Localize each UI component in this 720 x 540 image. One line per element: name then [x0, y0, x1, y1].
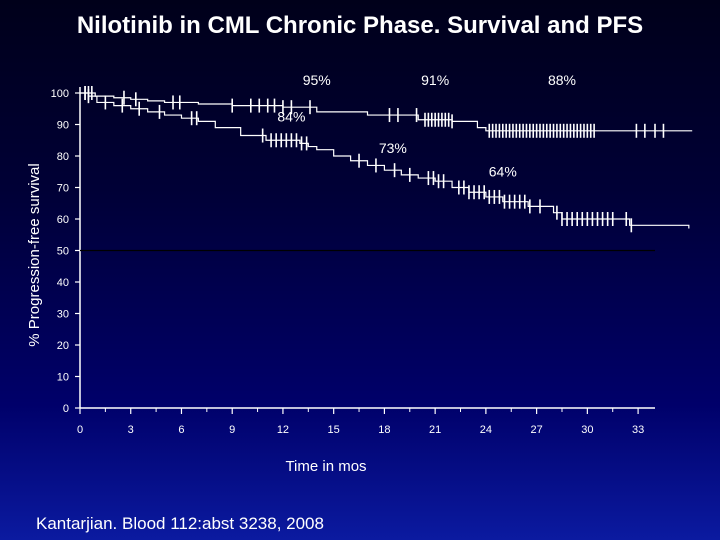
annotation-label: 84% — [277, 108, 305, 124]
x-tick-label: 24 — [480, 424, 492, 436]
progression-free-survival-line — [80, 92, 690, 229]
annotation-label: 91% — [421, 72, 449, 88]
annotation-labels: 95% 91% 88% 84% 73% 64% — [277, 72, 576, 179]
y-tick-label: 60 — [57, 214, 69, 226]
y-tick-label: 40 — [57, 277, 69, 289]
x-tick-label: 6 — [178, 424, 184, 436]
x-tick-label: 33 — [632, 424, 644, 436]
y-tick-label: 20 — [57, 340, 69, 352]
x-tick-label: 27 — [530, 424, 542, 436]
y-tick-label: 50 — [57, 246, 69, 258]
x-tick-label: 30 — [581, 424, 593, 436]
y-tick-label: 70 — [57, 183, 69, 195]
annotation-label: 73% — [379, 140, 407, 156]
y-tick-label: 30 — [57, 309, 69, 321]
y-tick-label: 80 — [57, 151, 69, 163]
overall-survival-series — [80, 86, 693, 138]
x-tick-label: 18 — [378, 424, 390, 436]
y-tick-label: 10 — [57, 372, 69, 384]
x-tick-label: 15 — [328, 424, 340, 436]
progression-free-survival-series — [80, 86, 690, 233]
x-tick-label: 9 — [229, 424, 235, 436]
annotation-label: 88% — [548, 72, 576, 88]
overall-survival-line — [80, 92, 693, 132]
y-tick-label: 100 — [51, 88, 69, 100]
x-tick-label: 12 — [277, 424, 289, 436]
chart-axes: 0 10 20 30 40 50 60 70 80 90 100 0 3 6 9 12 15 18 21 24 27 30… — [51, 87, 655, 436]
y-axis-label: % Progression-free survival — [26, 163, 43, 346]
annotation-label: 95% — [303, 72, 331, 88]
y-tick-label: 0 — [63, 403, 69, 415]
x-tick-label: 0 — [77, 424, 83, 436]
citation-source: Kantarjian. Blood 112:abst 3238, 2008 — [36, 514, 324, 533]
y-tick-label: 90 — [57, 120, 69, 132]
x-tick-label: 3 — [128, 424, 134, 436]
x-tick-label: 21 — [429, 424, 441, 436]
survival-curves — [80, 86, 693, 233]
annotation-label: 64% — [489, 163, 517, 179]
slide-title: Nilotinib in CML Chronic Phase. Survival… — [76, 12, 644, 39]
x-axis-label: Time in mos — [285, 458, 366, 475]
